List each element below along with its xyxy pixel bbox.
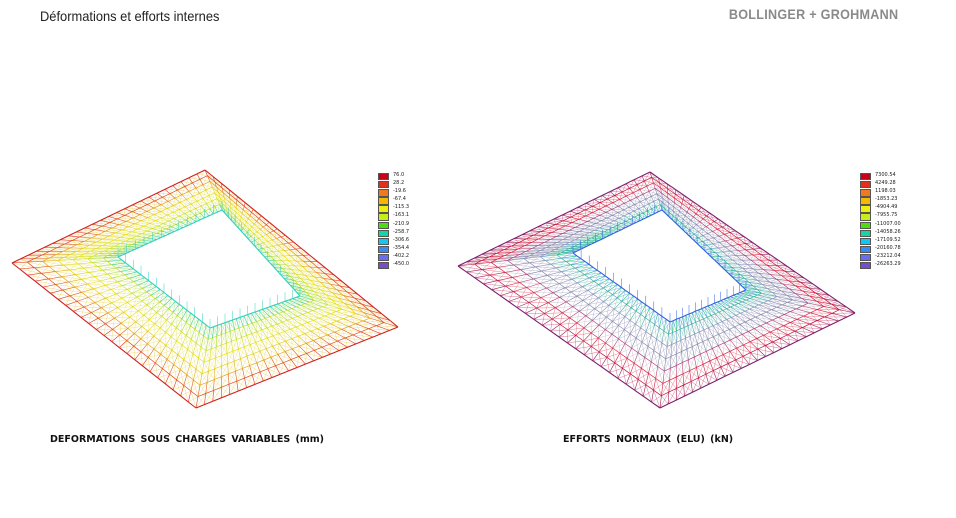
legend-entry: 28.2: [378, 180, 438, 189]
legend-value: -4904.49: [875, 204, 898, 211]
normal-force-model: [457, 171, 856, 409]
legend-swatch: [860, 262, 871, 270]
legend-entry: -19.6: [378, 188, 438, 197]
legend-swatch: [378, 189, 389, 197]
legend-entry: 1198.03: [860, 188, 920, 197]
legend-swatch: [860, 237, 871, 246]
legend-swatch: [860, 213, 871, 221]
company-logo: BOLLINGER + GROHMANN: [728, 6, 898, 22]
legend-entry: 4249.28: [860, 180, 920, 189]
legend-entry: -163.1: [378, 212, 438, 221]
legend-value: -1853.23: [875, 196, 898, 203]
deformation-legend: 76.0 28.2 -19.6 -67.4 -115.3 -163.1 -210.9 -258…: [378, 172, 438, 270]
legend-value: 7300.54: [875, 172, 896, 178]
legend-entry: -67.4: [378, 196, 438, 205]
legend-value: -306.6: [393, 236, 410, 243]
legend-swatch: [378, 213, 389, 221]
normal-force-caption: EFFORTS NORMAUX (ELU) (kN): [563, 434, 734, 445]
legend-swatch: [860, 245, 871, 254]
legend-swatch: [378, 229, 389, 238]
legend-value: -11007.00: [875, 220, 901, 227]
legend-value: -26263.29: [875, 261, 901, 268]
legend-value: -115.3: [393, 204, 410, 211]
legend-value: 28.2: [393, 180, 405, 187]
legend-entry: -115.3: [378, 204, 438, 213]
legend-entry: -17109.52: [860, 236, 920, 246]
legend-swatch: [378, 253, 389, 262]
legend-swatch: [860, 181, 871, 189]
legend-entry: -450.0: [378, 261, 438, 270]
legend-entry: -354.4: [378, 244, 438, 254]
legend-swatch: [860, 205, 871, 213]
legend-swatch: [378, 205, 389, 213]
legend-value: -14058.26: [875, 228, 901, 235]
legend-value: -19.6: [393, 188, 406, 195]
legend-entry: -11007.00: [860, 220, 920, 230]
normal-force-legend: 7300.54 4249.28 1198.03 -1853.23 -4904.49 -79…: [860, 172, 920, 270]
legend-value: -7955.75: [875, 212, 898, 219]
legend-entry: -402.2: [378, 252, 438, 262]
legend-value: 1198.03: [875, 188, 896, 195]
legend-swatch: [378, 173, 389, 181]
legend-entry: -210.9: [378, 220, 438, 230]
legend-swatch: [378, 245, 389, 254]
legend-value: -67.4: [393, 196, 406, 203]
legend-value: -450.0: [393, 261, 410, 268]
legend-swatch: [860, 173, 871, 181]
legend-swatch: [378, 221, 389, 229]
legend-swatch: [378, 262, 389, 270]
legend-entry: -258.7: [378, 228, 438, 238]
legend-entry: -23212.04: [860, 252, 920, 262]
legend-value: -163.1: [393, 212, 410, 219]
page-title: Déformations et efforts internes: [40, 8, 220, 24]
legend-value: 4249.28: [875, 180, 896, 187]
legend-swatch: [860, 229, 871, 238]
deformation-caption: DEFORMATIONS SOUS CHARGES VARIABLES (mm): [50, 434, 324, 445]
legend-entry: -306.6: [378, 236, 438, 246]
legend-value: -258.7: [393, 228, 410, 235]
legend-value: -23212.04: [875, 252, 901, 259]
legend-entry: -20160.78: [860, 244, 920, 254]
legend-value: -210.9: [393, 220, 410, 227]
legend-value: 76.0: [393, 172, 405, 178]
legend-swatch: [860, 197, 871, 205]
legend-value: -354.4: [393, 244, 410, 251]
legend-entry: -1853.23: [860, 196, 920, 205]
legend-entry: -7955.75: [860, 212, 920, 221]
legend-entry: -26263.29: [860, 261, 920, 270]
legend-entry: 7300.54: [860, 172, 920, 181]
legend-value: -17109.52: [875, 236, 901, 243]
deformation-model: [11, 169, 399, 409]
legend-swatch: [378, 237, 389, 246]
legend-swatch: [378, 197, 389, 205]
legend-swatch: [378, 181, 389, 189]
legend-swatch: [860, 221, 871, 229]
legend-swatch: [860, 253, 871, 262]
legend-swatch: [860, 189, 871, 197]
legend-entry: 76.0: [378, 172, 438, 181]
legend-value: -20160.78: [875, 244, 901, 251]
legend-entry: -4904.49: [860, 204, 920, 213]
legend-entry: -14058.26: [860, 228, 920, 238]
legend-value: -402.2: [393, 252, 410, 259]
